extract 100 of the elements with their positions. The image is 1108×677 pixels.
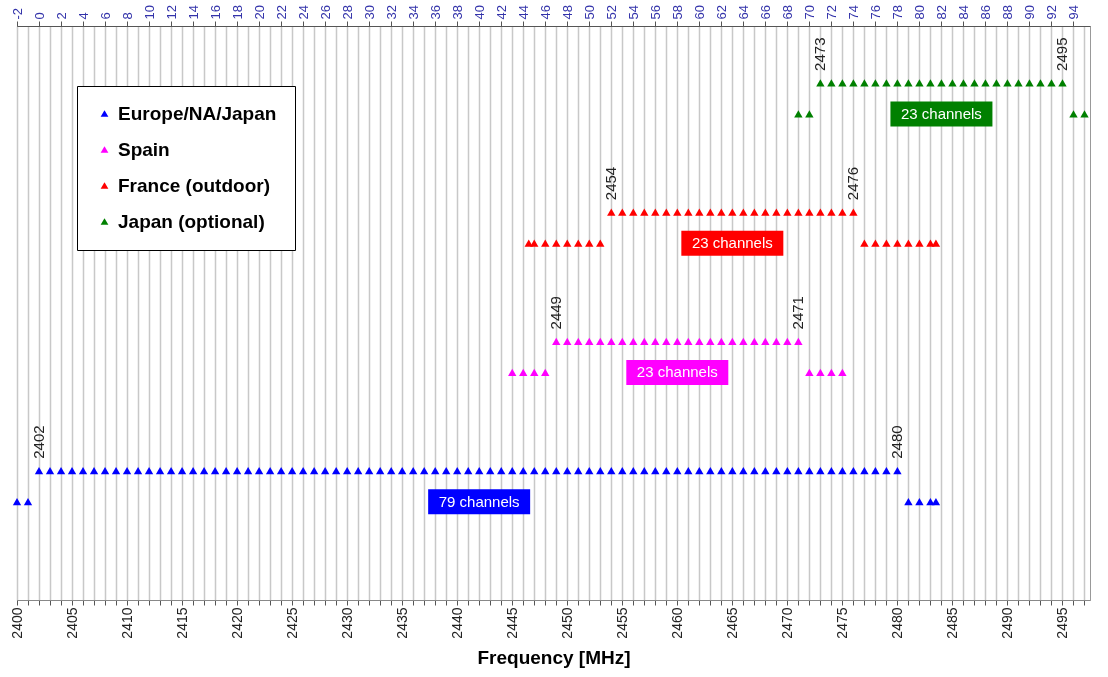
point: [772, 208, 781, 216]
point: [717, 337, 726, 346]
point: [519, 368, 528, 377]
x2-tick-label: 10: [141, 5, 157, 20]
point: [695, 208, 704, 216]
x2-tick-label: 66: [757, 5, 773, 20]
point: [585, 239, 594, 247]
annotation: 2480: [888, 425, 906, 459]
annotation: 2449: [547, 296, 565, 330]
point: [827, 368, 836, 377]
x-tick-label: 2490: [998, 607, 1015, 639]
x-tick-label: 2425: [283, 607, 300, 639]
point: [1014, 79, 1023, 87]
annotation: 2476: [844, 166, 862, 201]
point: [706, 337, 715, 346]
x-tick-label: 2445: [503, 607, 520, 639]
x2-tick-label: 80: [911, 5, 927, 20]
x-tick-label: 2410: [118, 607, 135, 639]
x2-tick-label: 60: [691, 5, 707, 20]
x-tick-label: 2495: [1053, 607, 1070, 639]
point: [931, 239, 941, 247]
x2-tick-label: 48: [559, 5, 575, 20]
point: [1036, 79, 1045, 87]
x2-tick-label: 90: [1021, 5, 1037, 20]
point: [563, 337, 572, 346]
point: [827, 79, 836, 87]
x2-tick-label: 40: [471, 5, 487, 20]
x2-tick-label: 54: [625, 5, 641, 20]
point: [662, 337, 671, 346]
x-tick-label: 2485: [943, 607, 960, 639]
x2-tick-label: 30: [361, 5, 377, 20]
x2-tick-label: 6: [97, 12, 113, 20]
point: [871, 79, 880, 87]
x2-tick-label: 94: [1065, 5, 1081, 20]
point: [651, 208, 660, 216]
point: [805, 208, 814, 216]
point: [552, 239, 561, 247]
point: [860, 79, 869, 87]
point: [783, 337, 792, 346]
point: [1047, 79, 1056, 87]
x2-tick-label: 2: [53, 12, 69, 20]
point: [794, 208, 803, 216]
x2-tick-label: 86: [977, 5, 993, 20]
x2-tick-label: 36: [427, 5, 443, 20]
point: [882, 79, 891, 87]
x2-tick-label: 70: [801, 5, 817, 20]
point: [816, 79, 825, 87]
x2-tick-label: 26: [317, 5, 333, 20]
point: [794, 110, 803, 118]
point: [640, 208, 649, 216]
point: [596, 337, 605, 346]
x2-tick-label: 8: [119, 12, 135, 20]
x2-tick-label: 82: [933, 5, 949, 20]
annotation: 23 channels: [636, 363, 718, 381]
x2-tick-label: 22: [273, 5, 289, 20]
x2-tick-label: 74: [845, 5, 861, 20]
point: [959, 79, 968, 87]
point: [948, 79, 957, 87]
point: [1003, 79, 1012, 87]
x-tick-label: 2405: [63, 607, 80, 639]
x2-tick-label: -2: [9, 7, 25, 20]
x-tick-label: 2420: [228, 607, 245, 639]
x-tick-label: 2470: [778, 607, 795, 639]
annotation: 2473: [811, 37, 829, 71]
point: [728, 337, 737, 346]
x2-tick-label: 28: [339, 5, 355, 20]
x2-tick-label: 46: [537, 5, 553, 20]
x2-tick-label: 88: [999, 5, 1015, 20]
x-tick-label: 2450: [558, 607, 575, 639]
legend-label: France (outdoor): [118, 174, 270, 196]
annotation: 2454: [602, 166, 620, 201]
legend-label: Japan (optional): [118, 210, 265, 232]
x2-tick-label: 62: [713, 5, 729, 20]
point: [981, 79, 990, 87]
point: [761, 208, 770, 216]
point: [717, 208, 726, 216]
x2-tick-label: 12: [163, 5, 179, 20]
legend-label: Spain: [118, 138, 170, 160]
point: [904, 239, 913, 247]
point: [860, 239, 869, 247]
point: [640, 337, 649, 346]
x-tick-label: 2400: [8, 607, 25, 639]
x2-tick-label: 20: [251, 5, 267, 20]
point: [915, 239, 924, 247]
annotation: 2495: [1053, 37, 1071, 71]
x2-tick-label: 64: [735, 5, 751, 20]
x2-tick-label: 68: [779, 5, 795, 20]
point: [827, 208, 836, 216]
x-tick-label: 2465: [723, 607, 740, 639]
annotation: 23 channels: [691, 234, 773, 252]
point: [1080, 110, 1089, 118]
point: [849, 208, 858, 216]
point: [838, 208, 847, 216]
x2-tick-label: 52: [603, 5, 619, 20]
point: [706, 208, 715, 216]
point: [651, 337, 660, 346]
x2-tick-label: 58: [669, 5, 685, 20]
point: [530, 239, 539, 247]
x2-tick-label: 14: [185, 5, 201, 20]
x2-tick-label: 44: [515, 5, 531, 20]
